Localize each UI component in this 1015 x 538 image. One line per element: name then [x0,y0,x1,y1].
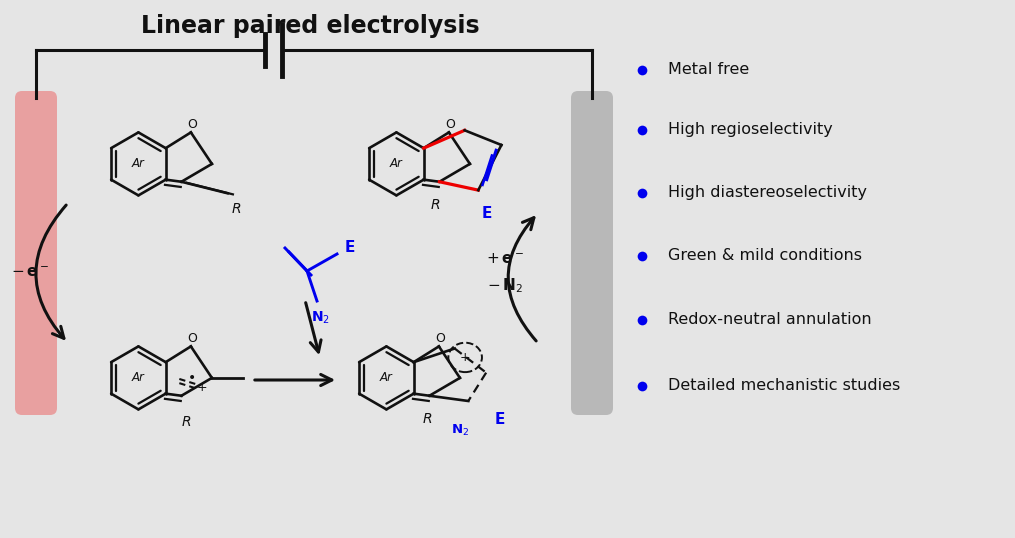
FancyBboxPatch shape [15,91,57,415]
Text: $+$ e$^-$: $+$ e$^-$ [486,252,524,267]
FancyBboxPatch shape [571,91,613,415]
Text: N$_2$: N$_2$ [311,310,330,326]
Text: High diastereoselectivity: High diastereoselectivity [668,186,867,201]
Text: High regioselectivity: High regioselectivity [668,123,832,138]
Text: Ar: Ar [390,158,403,171]
Text: $-$ N$_2$: $-$ N$_2$ [487,277,523,295]
Text: E: E [494,413,505,427]
Text: $-$ e$^-$: $-$ e$^-$ [11,265,49,280]
Text: O: O [445,117,455,131]
Text: E: E [345,240,355,256]
Text: Ar: Ar [132,371,145,384]
Text: R: R [422,412,432,426]
Text: Linear paired electrolysis: Linear paired electrolysis [141,14,479,38]
Text: Green & mild conditions: Green & mild conditions [668,249,862,264]
Text: Detailed mechanistic studies: Detailed mechanistic studies [668,379,900,393]
Text: Redox-neutral annulation: Redox-neutral annulation [668,313,872,328]
Text: +: + [460,351,471,364]
Text: +: + [197,381,208,394]
Text: N$_2$: N$_2$ [451,423,469,438]
Text: E: E [481,206,492,221]
Text: •: • [188,371,196,385]
Text: Metal free: Metal free [668,62,749,77]
Text: O: O [187,331,197,344]
Text: R: R [182,415,192,429]
Text: O: O [187,117,197,131]
Text: R: R [231,202,241,216]
Text: R: R [430,198,441,212]
Text: Ar: Ar [132,158,145,171]
Text: Ar: Ar [380,371,393,384]
Text: O: O [435,331,445,344]
